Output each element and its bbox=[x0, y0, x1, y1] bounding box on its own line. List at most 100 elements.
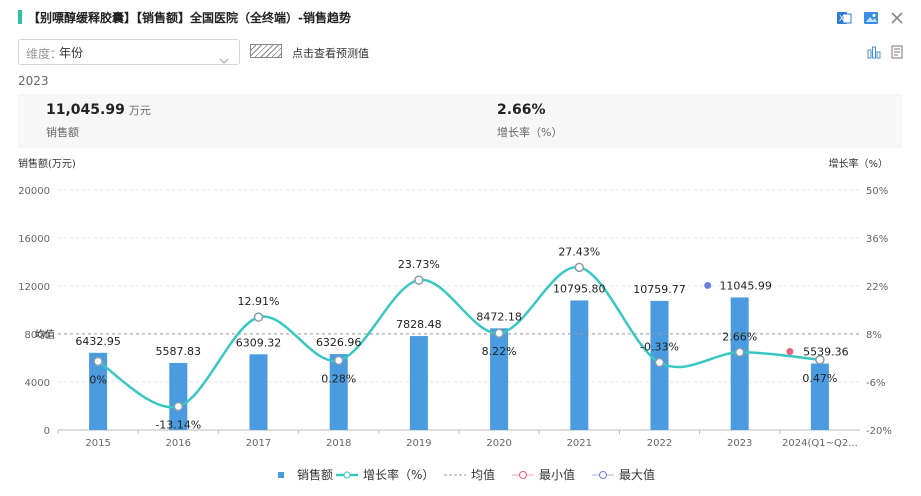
sales-kpi-value: 11,045.99 万元 bbox=[46, 102, 151, 118]
legend-symbol bbox=[512, 470, 534, 479]
bar-value-label: 7828.48 bbox=[396, 318, 442, 331]
right-tick-label: -6% bbox=[866, 378, 885, 389]
bar-value-label: 11045.99 bbox=[719, 279, 772, 292]
close-icon[interactable] bbox=[889, 10, 905, 26]
bar bbox=[810, 363, 829, 430]
chart-title: 【别嘌醇缓释胶囊】【销售额】全国医院（全终端）-销售趋势 bbox=[28, 11, 351, 25]
bar-value-label: 8472.18 bbox=[476, 310, 522, 323]
growth-point bbox=[253, 312, 264, 322]
sales-kpi-unit: 万元 bbox=[128, 104, 151, 117]
bar-value-label: 5587.83 bbox=[156, 345, 202, 358]
bar-value-label: 5539.36 bbox=[803, 346, 849, 359]
x-tick-label: 2022 bbox=[647, 438, 672, 449]
max-marker bbox=[704, 281, 712, 289]
growth-value-label: 8.22% bbox=[482, 345, 517, 358]
x-tick-label: 2017 bbox=[246, 438, 271, 449]
legend-label: 最大值 bbox=[619, 468, 656, 482]
x-tick-label: 2023 bbox=[727, 438, 752, 449]
growth-point bbox=[815, 355, 825, 365]
left-tick-label: 20000 bbox=[18, 186, 50, 197]
growth-value-label: 0.28% bbox=[321, 372, 356, 385]
growth-value-label: 27.43% bbox=[558, 245, 600, 258]
sales-kpi-label: 销售额 bbox=[46, 126, 79, 139]
bar bbox=[490, 328, 509, 430]
svg-text:X: X bbox=[839, 14, 845, 23]
legend-symbol bbox=[278, 471, 284, 478]
x-tick-label: 2024(Q1~Q2... bbox=[782, 438, 858, 449]
legend-symbol bbox=[336, 471, 358, 478]
bar-value-label: 10795.80 bbox=[553, 282, 606, 295]
chevron-down-icon bbox=[219, 49, 229, 68]
kpi-panel: 11,045.99 万元 销售额 2.66% 增长率（%） bbox=[18, 94, 902, 148]
legend-label: 销售额 bbox=[297, 468, 334, 482]
legend-label: 增长率（%） bbox=[363, 468, 435, 482]
dimension-select[interactable]: 维度： 年份 bbox=[18, 39, 240, 65]
x-tick-label: 2021 bbox=[567, 438, 592, 449]
legend-label: 最小值 bbox=[539, 468, 576, 482]
legend-item[interactable]: 最小值 bbox=[512, 466, 575, 483]
title-accent-bar bbox=[18, 10, 22, 24]
x-tick-label: 2019 bbox=[406, 438, 431, 449]
growth-kpi-label: 增长率（%） bbox=[497, 126, 563, 139]
left-axis-title: 销售额(万元) bbox=[18, 157, 76, 170]
growth-value-label: 0% bbox=[89, 373, 106, 386]
growth-value-label: 23.73% bbox=[398, 258, 440, 271]
bar bbox=[409, 336, 428, 430]
bar bbox=[249, 354, 268, 430]
legend-item[interactable]: 均值 bbox=[444, 466, 495, 483]
legend-item[interactable]: 销售额 bbox=[270, 466, 333, 483]
right-tick-label: 36% bbox=[866, 234, 888, 245]
growth-point bbox=[494, 328, 504, 338]
mean-label: 均值 bbox=[35, 328, 55, 341]
excel-icon[interactable]: X bbox=[836, 10, 852, 26]
growth-point bbox=[333, 355, 344, 366]
summary-year: 2023 bbox=[18, 74, 49, 88]
growth-kpi-value: 2.66% bbox=[497, 102, 546, 118]
left-tick-label: 12000 bbox=[18, 282, 50, 293]
bar bbox=[329, 354, 348, 430]
legend-symbol bbox=[592, 470, 614, 479]
x-tick-label: 2016 bbox=[166, 438, 191, 449]
growth-point bbox=[414, 275, 424, 285]
bar bbox=[730, 297, 749, 430]
growth-point bbox=[734, 347, 745, 358]
bar-chart-icon[interactable] bbox=[866, 44, 882, 60]
growth-line bbox=[97, 266, 821, 409]
legend-label: 均值 bbox=[471, 468, 496, 482]
bar bbox=[169, 362, 188, 430]
right-tick-label: 8% bbox=[866, 330, 882, 341]
growth-point bbox=[173, 401, 184, 412]
predict-toggle[interactable]: 点击查看预测值 bbox=[292, 47, 369, 60]
right-tick-label: 22% bbox=[866, 282, 888, 293]
right-tick-label: 50% bbox=[866, 186, 888, 197]
dimension-select-key: 维度： bbox=[26, 47, 63, 61]
legend-item[interactable]: 增长率（%） bbox=[336, 466, 434, 483]
header: 【别嘌醇缓释胶囊】【销售额】全国医院（全终端）-销售趋势 X bbox=[0, 0, 921, 36]
bar-value-label: 6309.32 bbox=[236, 336, 282, 349]
left-tick-label: 8000 bbox=[25, 330, 50, 341]
table-view-icon[interactable] bbox=[889, 44, 905, 60]
x-tick-label: 2020 bbox=[486, 438, 511, 449]
left-tick-label: 0 bbox=[44, 426, 50, 437]
growth-value-label: 0.47% bbox=[802, 372, 837, 385]
bar bbox=[89, 352, 108, 430]
growth-point bbox=[654, 357, 665, 368]
left-tick-label: 4000 bbox=[25, 378, 50, 389]
image-icon[interactable] bbox=[863, 10, 879, 26]
right-tick-label: -20% bbox=[866, 426, 892, 437]
growth-value-label: 2.66% bbox=[722, 330, 757, 343]
legend-symbol bbox=[444, 474, 466, 475]
bar bbox=[570, 300, 589, 430]
x-tick-label: 2015 bbox=[85, 438, 110, 449]
growth-value-label: -0.33% bbox=[640, 341, 679, 354]
predict-hatch-swatch[interactable] bbox=[250, 44, 282, 58]
min-marker bbox=[786, 348, 794, 356]
growth-point bbox=[574, 262, 585, 273]
bar-value-label: 6432.95 bbox=[75, 335, 121, 348]
legend-item[interactable]: 最大值 bbox=[592, 466, 655, 483]
dimension-select-value: 年份 bbox=[59, 46, 84, 60]
growth-value-label: -13.14% bbox=[155, 418, 201, 431]
bar-value-label: 10759.77 bbox=[633, 283, 686, 296]
x-tick-label: 2018 bbox=[326, 438, 351, 449]
